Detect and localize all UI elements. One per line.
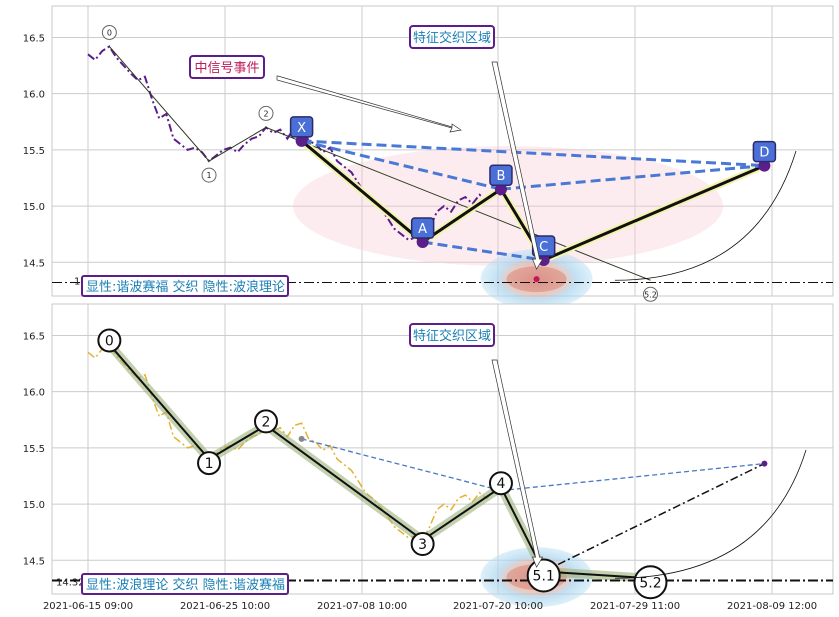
y-tick-label: 16.0 <box>23 388 45 399</box>
xabcd-leg <box>543 164 765 262</box>
hidden-cd-line <box>543 462 765 573</box>
wave-point-marker <box>526 558 561 593</box>
pattern-point <box>295 134 308 147</box>
hidden-xb-line <box>301 438 502 492</box>
hidden-x-point <box>298 435 305 442</box>
wave-point-label: 1 <box>205 456 214 472</box>
top-panel: 14.515.015.516.016.514.32XABCD0125.2特征交织… <box>23 5 834 310</box>
pattern-label-X: X <box>297 121 306 136</box>
wave-point-marker <box>201 167 217 183</box>
x-tick-label: 2021-07-20 10:00 <box>453 601 543 612</box>
feature-zone-arrow <box>491 61 544 270</box>
wave-point-marker <box>633 565 668 600</box>
y-tick-label: 15.5 <box>23 146 45 157</box>
wave-point-label: 3 <box>418 537 427 553</box>
y-tick-label: 16.0 <box>23 90 45 101</box>
y-tick-label: 15.5 <box>23 444 45 455</box>
pattern-label-B: B <box>496 169 505 184</box>
legend-text: 显性:波浪理论 交织 隐性:谐波赛福 <box>86 577 285 593</box>
wave-point-label: 5.2 <box>639 575 661 591</box>
feature-zone-label-box <box>409 323 495 347</box>
support-label: 14.32 <box>56 578 85 589</box>
feature-zone-label: 特征交织区域 <box>413 328 491 344</box>
mid-signal-arrow <box>276 75 462 133</box>
y-tick-label: 16.5 <box>23 33 45 44</box>
wave-point-marker <box>254 409 278 434</box>
xabcd-diagonal <box>301 139 765 168</box>
pattern-point <box>758 159 771 172</box>
wave-point-marker <box>258 105 274 121</box>
pattern-point <box>537 254 550 267</box>
wave-point-label: 5.1 <box>533 569 555 585</box>
wave-point-marker <box>97 328 122 353</box>
bottom-panel: 14.5 15.0 15.5 16.0 16.5 14.32 0 1 2 3 4 5.1 5.2 特征交织… <box>23 303 834 612</box>
projection-arc <box>614 150 797 281</box>
legend-box <box>81 573 289 595</box>
wave-point-label: 0 <box>105 333 114 349</box>
pattern-label-box <box>489 164 513 186</box>
wave-point-label: 2 <box>262 414 271 430</box>
legend-text: 显性:谐波赛福 交织 隐性:波浪理论 <box>86 279 285 295</box>
feature-zone-center <box>533 276 540 283</box>
pattern-label-box <box>289 116 314 138</box>
xabcd-diagonal <box>301 139 502 191</box>
plot-frame <box>51 303 834 595</box>
wave-point-marker <box>101 24 117 40</box>
y-tick-label: 14.5 <box>23 556 45 567</box>
xabcd-leg <box>421 187 502 244</box>
wave-point-marker <box>642 286 658 302</box>
wave-point-label: 4 <box>496 476 505 492</box>
x-tick-label: 2021-07-08 10:00 <box>317 601 407 612</box>
pattern-point <box>416 236 429 249</box>
pattern-label-box <box>410 217 435 239</box>
hidden-bd-line <box>500 462 765 492</box>
wave-point-marker <box>410 532 435 557</box>
x-tick-label: 2021-06-15 09:00 <box>43 601 133 612</box>
x-tick-label: 2021-06-25 10:00 <box>180 601 270 612</box>
x-tick-label: 2021-07-29 11:00 <box>590 601 680 612</box>
hidden-d-point <box>761 460 768 467</box>
x-tick-label: 2021-08-09 12:00 <box>727 601 817 612</box>
y-tick-label: 14.5 <box>23 258 45 269</box>
wave-point-label: 0 <box>107 28 112 37</box>
mid-signal-label-box <box>189 55 265 79</box>
mid-signal-label: 中信号事件 <box>194 61 259 76</box>
pattern-label-A: A <box>418 222 427 237</box>
feature-zone-label-box <box>409 25 495 49</box>
wave-point-label: 5.2 <box>644 290 657 299</box>
wave-point-marker <box>488 471 513 496</box>
price-line <box>87 343 502 542</box>
pattern-label-box <box>752 140 777 163</box>
pattern-label-C: C <box>539 240 548 255</box>
y-tick-label: 16.5 <box>23 331 45 342</box>
y-tick-label: 15.0 <box>23 500 45 511</box>
wave-line <box>108 46 651 281</box>
pattern-label-D: D <box>759 146 769 161</box>
legend-box <box>81 275 289 297</box>
wave-point-marker <box>197 451 222 476</box>
xabcd-leg <box>300 139 424 244</box>
wave-point-label: 2 <box>263 109 268 118</box>
y-tick-label: 15.0 <box>23 202 45 213</box>
projection-arc <box>614 449 807 579</box>
pattern-point <box>494 183 507 196</box>
wave-point-label: 1 <box>206 171 211 180</box>
xabcd-diagonal <box>422 240 544 262</box>
plot-frame <box>51 5 834 297</box>
feature-zone-label: 特征交织区域 <box>413 30 491 46</box>
feature-zone-arrow <box>491 359 544 568</box>
